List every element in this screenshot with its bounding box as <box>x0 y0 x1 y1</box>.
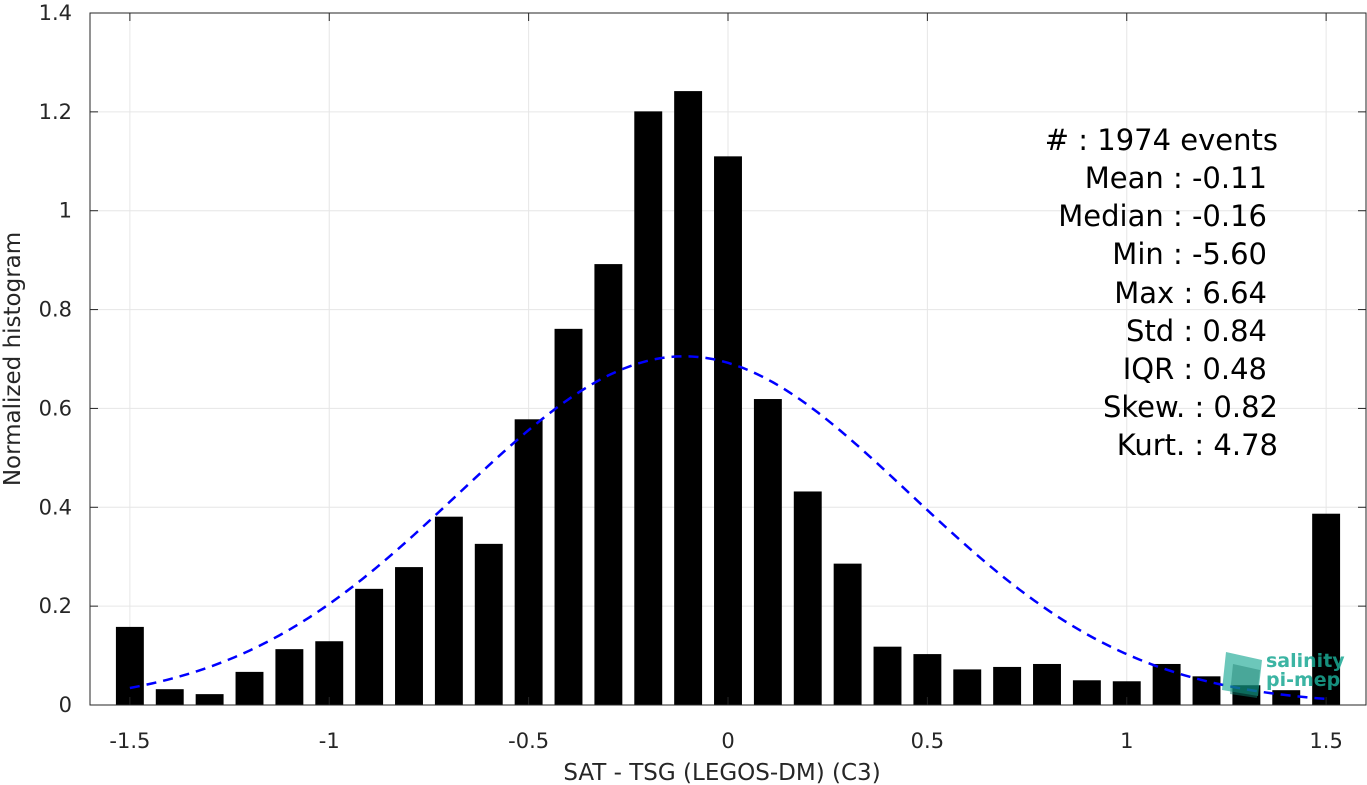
x-tick-label: 1.5 <box>1309 729 1342 753</box>
histogram-bar <box>1272 690 1301 705</box>
histogram-bar <box>355 588 384 705</box>
histogram-bar <box>315 641 344 705</box>
stat-mean: Mean : -0.11 <box>1085 161 1267 195</box>
histogram-bar <box>993 666 1022 705</box>
stat-std: Std : 0.84 <box>1126 314 1267 348</box>
y-tick-label: 1 <box>59 199 72 223</box>
y-tick-label: 1.4 <box>39 1 72 25</box>
histogram-bar <box>395 567 423 705</box>
stat-kurt: Kurt. : 4.78 <box>1117 428 1278 462</box>
histogram-bar <box>195 694 224 705</box>
histogram-bar <box>1072 680 1101 705</box>
stat-skew: Skew. : 0.82 <box>1103 390 1278 424</box>
y-tick-label: 0.4 <box>39 495 72 519</box>
salinity-pimep-logo: salinity pi-mep <box>1222 650 1345 698</box>
histogram-bar <box>1312 513 1341 705</box>
histogram-bar <box>434 516 463 705</box>
histogram-bar <box>873 646 902 705</box>
x-tick-label: -1.5 <box>109 729 150 753</box>
histogram-bar <box>714 156 742 706</box>
y-axis-label: Normalized histogram <box>0 232 26 486</box>
stat-max: Max : 6.64 <box>1114 276 1267 310</box>
axis-ticks: -1.5 -1 -0.5 0 0.5 1 1.5 0 0.2 0.4 0.6 0.8 1 1.2 1.4 <box>39 1 1366 753</box>
x-tick-label: 0 <box>721 729 734 753</box>
logo-text-line1: salinity <box>1266 650 1345 672</box>
stat-median: Median : -0.16 <box>1058 199 1267 233</box>
y-tick-label: 0.8 <box>39 298 72 322</box>
y-tick-label: 0 <box>59 693 72 717</box>
x-axis-label: SAT - TSG (LEGOS-DM) (C3) <box>563 760 880 785</box>
x-tick-label: 1 <box>1120 729 1133 753</box>
histogram-bar <box>115 626 144 705</box>
normal-fit-curve <box>129 355 1327 701</box>
histogram-bar <box>474 543 503 705</box>
histogram-bar <box>833 563 862 705</box>
y-tick-label: 0.6 <box>39 396 72 420</box>
histogram-bar <box>793 491 822 705</box>
histogram-bar <box>753 399 782 705</box>
histogram-bar <box>1033 663 1061 705</box>
x-tick-label: -1 <box>319 729 340 753</box>
histogram-bar <box>1112 681 1141 705</box>
histogram-bar <box>913 654 942 705</box>
histogram-bar <box>235 671 264 705</box>
histogram-bar <box>155 689 184 705</box>
stat-iqr: IQR : 0.48 <box>1123 352 1267 386</box>
stat-events: # : 1974 events <box>1045 123 1278 157</box>
x-tick-label: 0.5 <box>911 729 944 753</box>
histogram-bar <box>514 419 543 705</box>
stats-box: # : 1974 events Mean : -0.11 Median : -0… <box>1045 123 1278 462</box>
y-tick-label: 1.2 <box>39 100 72 124</box>
y-tick-label: 0.2 <box>39 594 72 618</box>
histogram-bar <box>634 111 663 705</box>
logo-mark-icon-shadow <box>1230 664 1260 698</box>
x-tick-label: -0.5 <box>508 729 549 753</box>
histogram-bar <box>594 264 623 705</box>
logo-text-line2: pi-mep <box>1266 669 1340 691</box>
bars <box>115 91 1341 706</box>
histogram-bar <box>275 649 304 705</box>
stat-min: Min : -5.60 <box>1112 237 1267 271</box>
histogram-bar <box>554 328 583 705</box>
histogram-bar <box>953 669 982 705</box>
histogram-bar <box>674 91 703 705</box>
